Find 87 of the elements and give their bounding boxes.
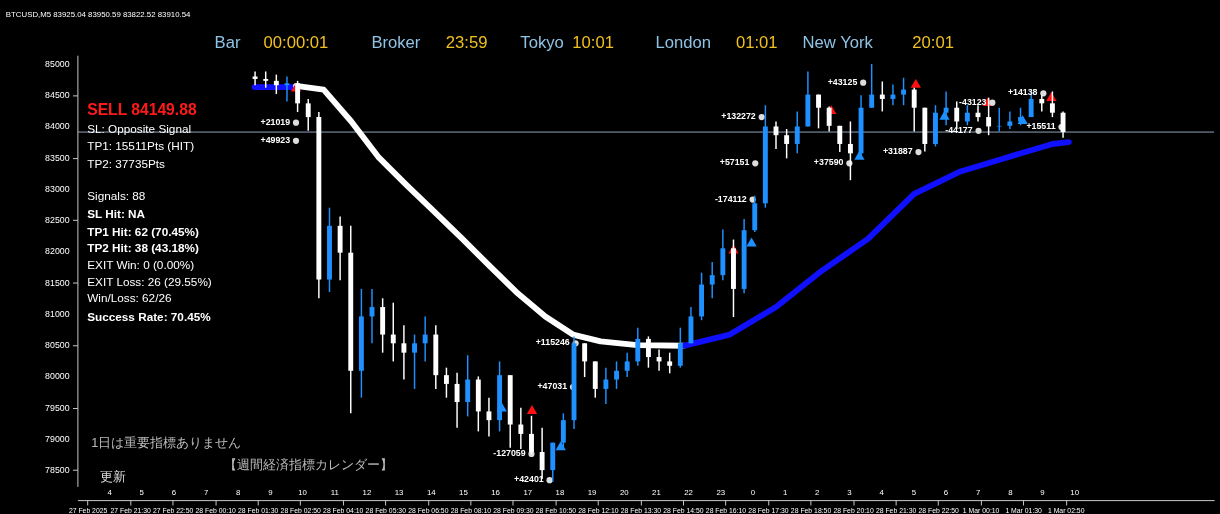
y-tick-label: 84000 <box>45 121 70 132</box>
text: 4 <box>107 488 113 498</box>
text: 6 <box>943 488 949 498</box>
annotation: TP2 Hit: 38 (43.18%) <box>87 241 199 255</box>
annotation: +42401 <box>514 474 544 485</box>
annotation: 【週間経済指標カレンダー】 <box>224 456 394 472</box>
y-tick-label: 79500 <box>45 402 70 413</box>
annotation: +57151 <box>719 157 750 168</box>
text: 6 <box>171 488 177 498</box>
text: Broker <box>371 33 421 53</box>
text: 23 <box>716 488 726 498</box>
text: 00:00:01 <box>263 33 329 53</box>
annotation: TP2: 37735Pts <box>87 156 166 170</box>
annotation: EXIT Win: 0 (0.00%) <box>87 257 195 271</box>
text: 2 <box>815 488 820 498</box>
text: 18 <box>555 488 565 498</box>
text: 13 <box>394 488 405 498</box>
y-tick-label: 81500 <box>45 277 70 288</box>
text: 01:01 <box>735 33 778 53</box>
annotation: Signals: 88 <box>87 189 146 203</box>
text: 5 <box>139 488 145 498</box>
y-tick-label: 81000 <box>45 308 70 319</box>
annotation: +21019 <box>260 116 291 127</box>
annotation: +115246 <box>535 337 570 348</box>
text: 19 <box>587 488 597 498</box>
text: 3 <box>847 488 853 498</box>
text: London <box>655 33 712 53</box>
y-tick-label: 85000 <box>45 58 70 69</box>
text: New York <box>802 33 874 53</box>
text: 7 <box>975 488 981 498</box>
annotation: +15511 <box>1026 121 1056 132</box>
text: 8 <box>1008 488 1014 498</box>
annotation: -174112 <box>714 193 747 204</box>
annotation: -43123 <box>959 96 987 107</box>
text: 15 <box>459 488 469 498</box>
text: 20 <box>619 488 630 498</box>
chart-title: BTCUSD,M5 83925.04 83950.59 83822.52 83910.54 <box>5 10 192 20</box>
annotation: -44177 <box>945 124 973 135</box>
annotation: Success Rate: 70.45% <box>87 309 212 323</box>
text: 9 <box>1040 488 1045 498</box>
text: 9 <box>268 488 273 498</box>
text: 16 <box>491 488 501 498</box>
y-tick-label: 82000 <box>45 246 70 257</box>
text: 0 <box>750 488 756 498</box>
annotation: EXIT Loss: 26 (29.55%) <box>87 274 212 288</box>
text: 20:01 <box>912 33 954 53</box>
text: 17 <box>523 488 533 498</box>
annotation: +132272 <box>721 111 756 122</box>
text: 12 <box>362 488 372 498</box>
y-tick-label: 83000 <box>45 183 70 194</box>
text: 5 <box>911 488 917 498</box>
annotation: SL Hit: NA <box>87 206 146 220</box>
text: 14 <box>426 488 437 498</box>
annotation: +14138 <box>1007 87 1038 98</box>
annotation: +49923 <box>260 134 291 145</box>
y-tick-label: 80500 <box>45 340 70 351</box>
annotation: +31887 <box>882 146 913 157</box>
annotation: TP1 Hit: 62 (70.45%) <box>87 224 199 238</box>
annotation: SELL 84149.88 <box>87 101 197 118</box>
text: 10 <box>298 488 308 498</box>
annotation: 1日は重要指標ありません <box>91 435 242 451</box>
annotation: 更新 <box>99 469 126 485</box>
text: 8 <box>236 488 242 498</box>
text: 23:59 <box>445 33 488 53</box>
text: Tokyo <box>520 33 564 53</box>
y-tick-label: 80000 <box>45 371 70 382</box>
text: 1 <box>782 488 788 498</box>
annotation: -127059 <box>493 447 526 458</box>
text: 11 <box>330 488 339 498</box>
text: 22 <box>684 488 693 498</box>
annotation: Win/Loss: 62/26 <box>87 291 172 305</box>
annotation: +47031 <box>537 381 568 391</box>
y-tick-label: 82500 <box>45 215 70 226</box>
text: 21 <box>652 488 661 498</box>
text: Bar <box>214 33 241 53</box>
y-tick-label: 78500 <box>45 465 70 476</box>
annotation: SL: Opposite Signal <box>87 121 192 135</box>
annotation: +37590 <box>813 157 844 168</box>
text: 10:01 <box>572 33 614 53</box>
y-tick-label: 84500 <box>45 90 70 101</box>
text: 7 <box>203 488 209 498</box>
annotation: TP1: 15511Pts (HIT) <box>87 139 195 153</box>
text: 4 <box>879 488 885 498</box>
text: 10 <box>1070 488 1080 498</box>
annotation: +43125 <box>827 76 858 87</box>
y-tick-label: 83500 <box>45 152 70 163</box>
y-tick-label: 79000 <box>45 433 70 444</box>
